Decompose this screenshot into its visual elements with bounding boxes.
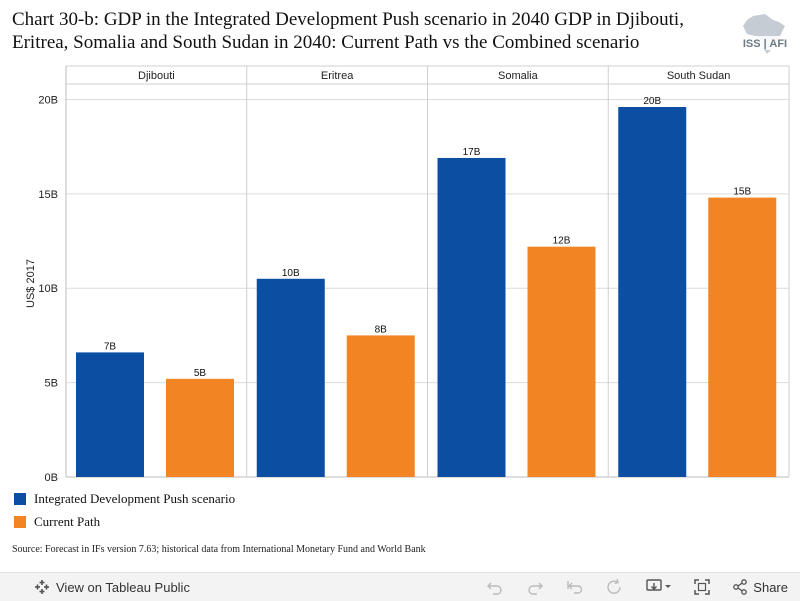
toolbar: Share — [464, 573, 788, 601]
data-label: 7B — [104, 341, 117, 352]
y-tick-label: 10B — [38, 283, 58, 295]
legend-label-integrated: Integrated Development Push scenario — [34, 491, 236, 506]
redo-button[interactable] — [526, 579, 544, 595]
source-note: Source: Forecast in IFs version 7.63; hi… — [12, 544, 426, 555]
bar — [618, 106, 687, 478]
legend-item-current-path[interactable]: Current Path — [14, 511, 235, 533]
panel-header-label: South Sudan — [667, 70, 731, 82]
data-label: 5B — [194, 368, 207, 379]
legend-label-current-path: Current Path — [34, 514, 101, 529]
refresh-button[interactable] — [606, 579, 624, 595]
download-button[interactable] — [646, 579, 672, 595]
bar — [256, 278, 325, 477]
svg-text:ISS | AFI: ISS | AFI — [743, 38, 787, 50]
download-icon — [646, 579, 672, 591]
refresh-icon — [607, 579, 621, 594]
undo-button[interactable] — [486, 579, 504, 595]
legend-item-integrated[interactable]: Integrated Development Push scenario — [14, 488, 235, 510]
y-tick-label: 20B — [38, 94, 58, 106]
iss-afi-logo: ISS | AFI — [735, 14, 793, 54]
undo-icon — [487, 582, 502, 595]
tableau-footer: View on Tableau Public Share — [0, 572, 800, 601]
legend-swatch-integrated — [14, 493, 26, 505]
panel-header-label: Djibouti — [138, 70, 175, 82]
y-axis-title: US$ 2017 — [25, 259, 37, 308]
y-tick-label: 5B — [45, 378, 58, 390]
bar — [166, 378, 234, 477]
panel-header-label: Somalia — [498, 70, 539, 82]
share-label: Share — [753, 579, 788, 595]
revert-icon — [567, 581, 583, 594]
fullscreen-icon — [694, 579, 711, 595]
share-button[interactable]: Share — [732, 579, 788, 595]
fullscreen-button[interactable] — [694, 579, 711, 595]
bar — [437, 157, 506, 477]
panel-header-label: Eritrea — [321, 70, 354, 82]
bar — [527, 246, 596, 477]
data-label: 12B — [553, 236, 571, 247]
data-label: 8B — [375, 324, 388, 335]
revert-button[interactable] — [566, 579, 584, 595]
data-label: 17B — [463, 147, 481, 158]
bar — [708, 197, 777, 478]
data-label: 20B — [643, 96, 661, 107]
y-tick-label: 0B — [45, 472, 58, 484]
bar-chart: 0B 5B 10B 15B 20B US$ 2017 Djibouti 7B 5B Eritrea… — [25, 65, 790, 484]
redo-icon — [528, 582, 544, 595]
data-label: 15B — [733, 187, 751, 198]
bar — [76, 352, 144, 477]
view-on-tableau-label: View on Tableau Public — [56, 579, 190, 595]
bar — [346, 335, 415, 477]
chart-title: Chart 30-b: GDP in the Integrated Develo… — [12, 9, 684, 53]
share-icon — [733, 579, 748, 595]
view-on-tableau-button[interactable]: View on Tableau Public — [34, 579, 190, 595]
legend: Integrated Development Push scenario Cur… — [14, 488, 235, 534]
tableau-icon — [35, 580, 49, 594]
legend-swatch-current-path — [14, 516, 26, 528]
y-tick-label: 15B — [38, 189, 58, 201]
data-label: 10B — [282, 268, 300, 279]
